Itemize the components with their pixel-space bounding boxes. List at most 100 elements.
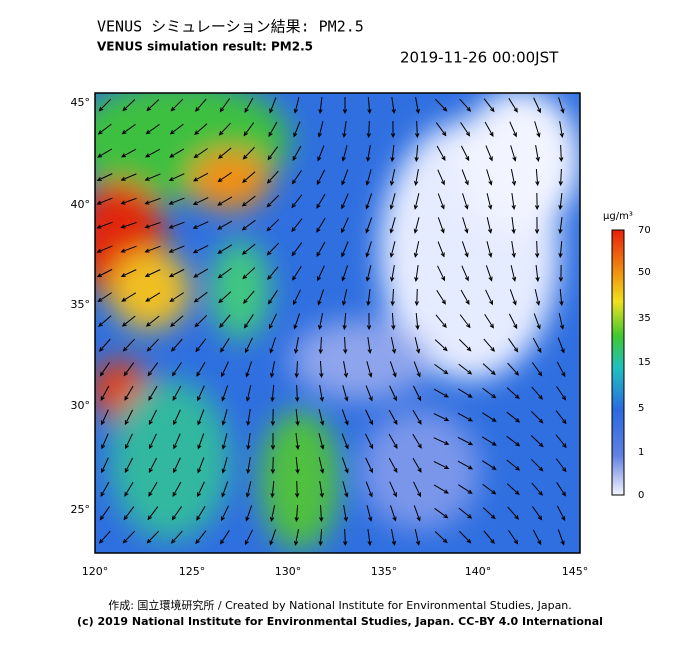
wind-arrow — [124, 457, 134, 474]
wind-arrow — [434, 363, 449, 375]
wind-arrow — [457, 436, 474, 446]
wind-arrow — [293, 313, 301, 330]
wind-arrow — [458, 507, 473, 519]
wind-arrow — [390, 337, 397, 354]
wind-arrow — [316, 217, 326, 233]
wind-arrow — [531, 386, 544, 400]
wind-arrow — [413, 241, 420, 258]
wind-arrow — [293, 121, 301, 138]
wind-arrow — [413, 217, 420, 234]
wind-arrow — [97, 292, 112, 303]
wind-arrow — [558, 168, 563, 187]
wind-arrow — [433, 484, 449, 494]
wind-arrow — [365, 409, 373, 426]
wind-arrow — [195, 530, 207, 545]
wind-arrow — [243, 290, 255, 304]
wind-arrow — [245, 481, 252, 498]
wind-arrow — [244, 97, 254, 114]
wind-arrow — [197, 385, 205, 402]
wind-arrow — [319, 504, 324, 523]
wind-arrow — [531, 482, 543, 496]
wind-arrow — [193, 268, 209, 278]
wind-arrow — [147, 506, 159, 521]
wind-arrow — [292, 145, 302, 162]
wind-arrow — [558, 240, 563, 259]
wind-arrow — [144, 269, 161, 277]
lon-label: 120° — [82, 565, 109, 578]
wind-arrow — [366, 288, 371, 307]
wind-arrow — [535, 145, 540, 163]
wind-arrow — [245, 385, 252, 402]
wind-arrow — [341, 145, 348, 162]
wind-arrow — [508, 313, 518, 330]
wind-arrow — [433, 461, 450, 470]
wind-arrow — [147, 362, 159, 377]
wind-arrow — [242, 267, 256, 280]
wind-arrow — [317, 289, 325, 306]
wind-arrow — [218, 122, 231, 136]
wind-arrow — [486, 169, 493, 186]
wind-arrow — [511, 241, 516, 259]
wind-arrow — [98, 315, 112, 327]
wind-arrow — [508, 530, 519, 545]
wind-arrow — [462, 217, 469, 234]
wind-arrow — [193, 148, 208, 159]
wind-arrow — [508, 97, 518, 113]
wind-arrow — [316, 169, 326, 186]
wind-arrow — [269, 97, 277, 114]
wind-arrow — [123, 362, 135, 377]
wind-arrow — [389, 193, 396, 210]
wind-arrow — [413, 481, 422, 498]
timestamp: 2019-11-26 00:00JST — [400, 49, 559, 67]
wind-arrow — [433, 437, 450, 445]
wind-arrow — [485, 265, 493, 282]
wind-arrow — [99, 362, 110, 377]
wind-arrow — [294, 480, 300, 499]
wind-arrow — [123, 506, 135, 521]
wind-arrow — [120, 173, 137, 181]
wind-arrow — [122, 530, 135, 544]
wind-arrow — [342, 121, 347, 139]
wind-arrow — [292, 265, 302, 281]
wind-arrow — [122, 99, 136, 112]
wind-arrow — [535, 264, 540, 283]
wind-arrow — [146, 99, 160, 112]
wind-arrow — [342, 312, 347, 331]
wind-arrow — [171, 506, 182, 521]
wind-arrow — [413, 193, 420, 210]
wind-arrow — [509, 289, 517, 306]
wind-arrow — [534, 240, 540, 259]
map-frame — [94, 92, 581, 554]
wind-arrow — [192, 172, 209, 182]
wind-arrow — [243, 122, 255, 137]
wind-arrow — [220, 530, 230, 545]
wind-arrow — [391, 312, 396, 331]
wind-arrow — [221, 433, 228, 450]
wind-arrow — [241, 195, 256, 207]
wind-arrow — [192, 244, 209, 254]
wind-arrow — [389, 217, 396, 234]
wind-arrow — [557, 337, 565, 354]
wind-arrow — [146, 338, 159, 352]
wind-arrow — [124, 409, 134, 426]
wind-arrow — [172, 385, 182, 402]
wind-arrow — [414, 169, 419, 187]
wind-arrow — [435, 314, 447, 329]
wind-arrow — [437, 241, 445, 258]
wind-arrow — [270, 480, 275, 499]
wind-arrow — [318, 96, 323, 115]
wind-arrow — [433, 388, 449, 398]
wind-arrow — [269, 337, 276, 354]
lat-label: 25° — [71, 503, 91, 516]
wind-arrow — [365, 481, 373, 498]
wind-arrow — [412, 385, 422, 402]
wind-arrow — [144, 148, 161, 158]
wind-arrow — [246, 409, 251, 427]
wind-arrow — [168, 173, 185, 181]
wind-arrow — [266, 242, 279, 256]
wind-arrow — [221, 385, 229, 402]
wind-arrow — [221, 409, 228, 426]
wind-arrow — [294, 360, 299, 379]
wind-arrow — [555, 410, 567, 425]
wind-arrow — [481, 436, 497, 446]
